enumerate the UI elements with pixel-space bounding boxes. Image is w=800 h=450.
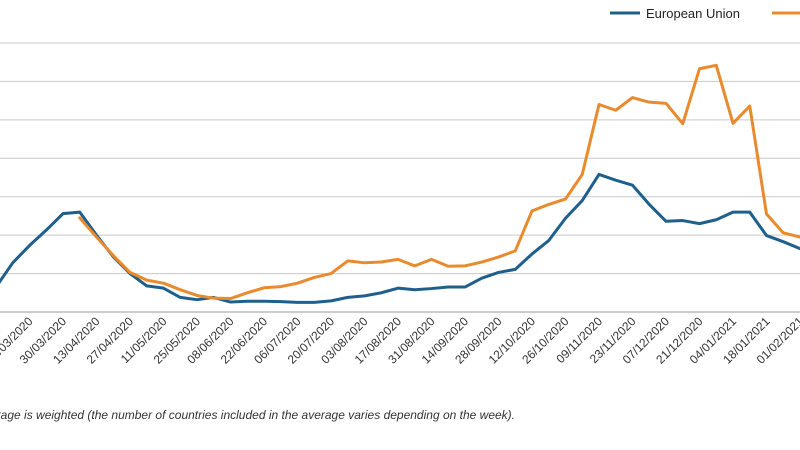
footnote: erage is weighted (the number of countri…	[0, 408, 515, 422]
gridlines	[0, 42, 800, 313]
series-lines	[0, 63, 800, 304]
series-line-2	[78, 63, 800, 301]
series-line-1	[0, 172, 800, 304]
legend: European Union	[610, 6, 800, 21]
x-axis-tick-labels: 02/03/202016/03/202030/03/202013/04/2020…	[0, 314, 800, 367]
legend-label-1: European Union	[646, 6, 740, 21]
